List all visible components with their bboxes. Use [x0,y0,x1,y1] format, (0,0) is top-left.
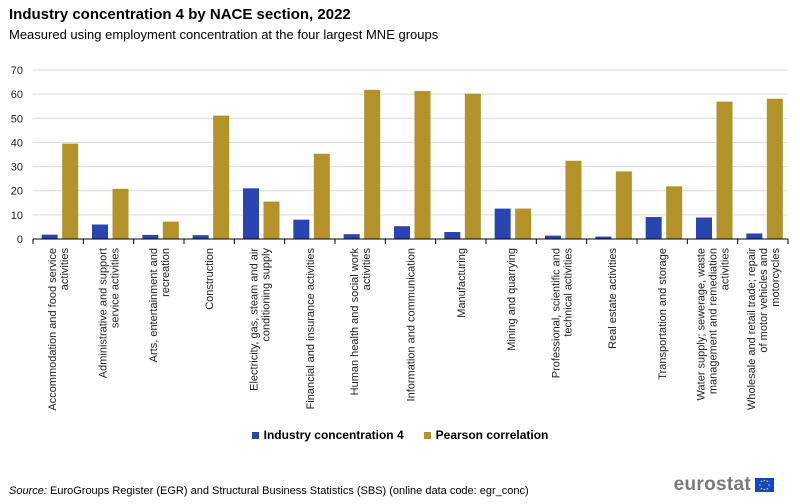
y-tick-label: 60 [11,89,23,101]
x-tick-label: Professional, scientific and [551,248,563,378]
x-tick-label: Electricity, gas, steam and air [249,248,261,391]
x-tick-label: conditioning supply [261,248,273,342]
bar-series-2 [313,153,330,239]
y-tick-label: 20 [11,186,23,198]
bar-series-2 [666,186,683,239]
bar-series-1 [545,235,561,239]
x-tick-label: of motor vehicles and [758,248,770,353]
x-tick-label: Construction [204,248,216,310]
source-note: Source: EuroGroups Register (EGR) and St… [9,485,529,497]
legend-swatch-series-2 [423,431,431,439]
eu-flag-icon [755,478,774,492]
x-tick-label: Manufacturing [456,248,468,318]
y-tick-label: 30 [11,162,23,174]
bar-series-2 [716,101,733,240]
bar-series-2 [364,89,381,239]
legend: Industry concentration 4 Pearson correla… [0,428,800,442]
bar-series-1 [343,234,360,239]
bar-series-2 [213,115,230,239]
x-tick-label: Accommodation and food service [47,248,59,411]
x-tick-label: recreation [160,248,172,297]
bar-series-2 [263,201,280,239]
bar-series-2 [464,93,481,239]
bar-series-1 [696,217,712,239]
x-tick-label: service activities [110,248,122,329]
bar-series-1 [41,234,58,239]
source-text: EuroGroups Register (EGR) and Structural… [49,485,529,497]
source-label: Source: [9,485,47,497]
chart-title: Industry concentration 4 by NACE section… [9,6,351,23]
bar-series-1 [142,234,159,239]
x-tick-label: motorcycles [770,248,782,307]
x-tick-label: management and remediation [708,248,720,394]
bar-series-2 [112,188,129,239]
bar-series-1 [746,233,763,239]
bar-series-1 [243,188,259,239]
bar-chart: 0 10 20 30 40 50 60 70 Accommodation and food se… [11,65,789,411]
bar-series-2 [565,160,582,239]
bar-series-2 [766,98,783,239]
bar-series-2 [615,171,632,239]
bar-series-1 [595,236,612,239]
x-tick-label: activities [361,248,373,291]
eurostat-logo[interactable]: eurostat [674,474,774,496]
legend-swatch-series-1 [251,431,259,439]
x-tick-label: Transportation and storage [657,248,669,380]
bar-series-1 [444,231,461,239]
y-tick-label: 10 [11,210,23,222]
bar-series-1 [394,226,410,239]
legend-label-series-1: Industry concentration 4 [263,428,404,442]
legend-item-series-2[interactable]: Pearson correlation [423,428,549,442]
bar-series-2 [162,221,179,239]
bar-series-1 [494,208,511,239]
x-tick-label: activities [720,248,732,291]
bar-series-2 [414,91,431,239]
x-tick-label: Mining and quarrying [506,248,518,351]
x-tick-label: Information and communication [406,248,418,401]
x-tick-label: Financial and insurance activities [305,248,317,410]
x-tick-label: Water supply; sewerage, waste [696,248,708,400]
chart-subtitle: Measured using employment concentration … [9,27,439,42]
bar-series-1 [192,235,209,239]
x-tick-label: activities [59,248,71,291]
y-tick-label: 40 [11,137,23,149]
bar-series-1 [645,217,662,239]
bar-series-2 [62,143,79,239]
x-tick-label: Real estate activities [607,248,619,349]
legend-label-series-2: Pearson correlation [435,428,549,442]
bar-series-2 [515,208,532,239]
y-tick-label: 50 [11,113,23,125]
x-tick-label: Wholesale and retail trade; repair [746,248,758,410]
bar-series-1 [92,224,108,239]
x-tick-label: Human health and social work [349,248,361,396]
legend-item-series-1[interactable]: Industry concentration 4 [251,428,404,442]
logo-text: eurostat [673,474,751,495]
y-tick-label: 70 [11,65,23,77]
x-tick-label: Arts, entertainment and [148,248,160,362]
x-tick-label: Administrative and support [98,248,110,378]
bar-series-1 [293,219,310,239]
x-tick-label: technical activities [563,248,575,337]
y-tick-label: 0 [17,234,23,246]
